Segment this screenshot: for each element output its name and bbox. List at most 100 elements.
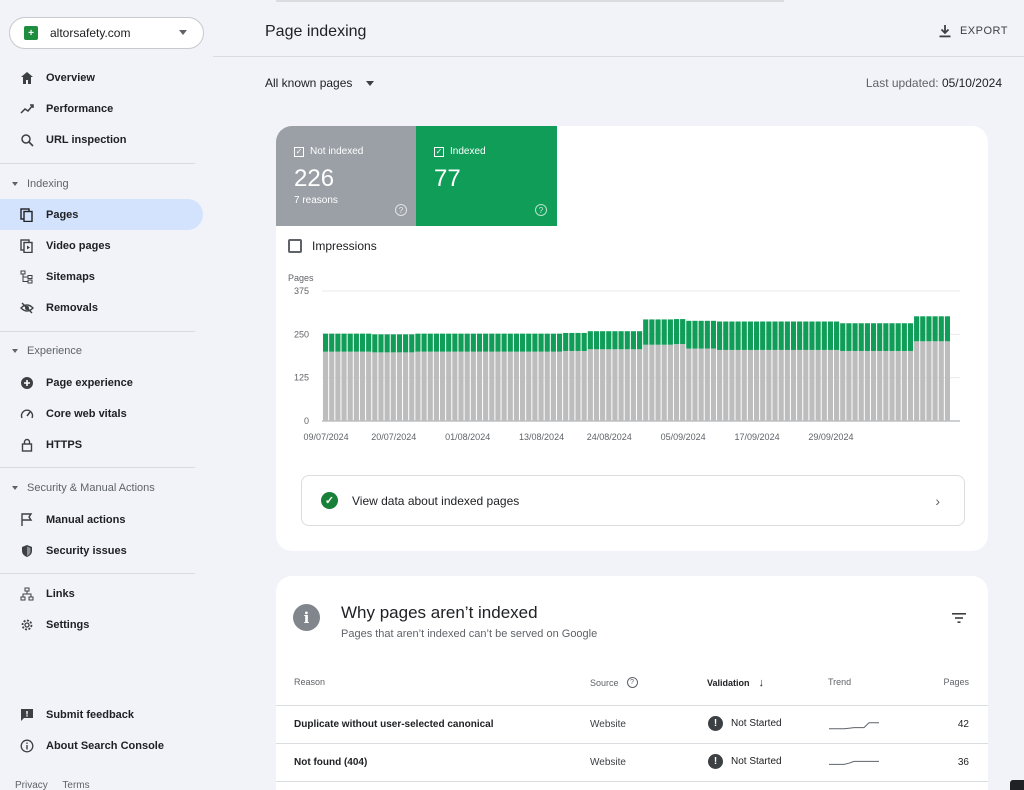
indexed-label: Indexed: [450, 146, 486, 157]
bar-not-indexed: [821, 349, 827, 421]
sidebar-item-label: Sitemaps: [46, 270, 95, 283]
pages-filter-dropdown[interactable]: All known pages: [265, 76, 375, 90]
validation-status: Not Started: [731, 756, 782, 767]
privacy-link[interactable]: Privacy: [15, 780, 48, 790]
bar-indexed: [920, 316, 926, 342]
sidebar-section-security[interactable]: Security & Manual Actions: [12, 482, 155, 494]
sidebar-section-experience[interactable]: Experience: [12, 345, 82, 357]
bar-not-indexed: [790, 349, 797, 421]
column-header-reason[interactable]: Reason: [294, 677, 325, 687]
sidebar-item-security-issues[interactable]: Security issues: [0, 535, 203, 566]
sidebar-item-links[interactable]: Links: [0, 578, 203, 609]
not-indexed-header: ✓ Not indexed: [294, 146, 363, 157]
bar-not-indexed: [341, 351, 347, 421]
section-title: Security & Manual Actions: [27, 482, 155, 494]
not-indexed-tile[interactable]: ✓ Not indexed 226 7 reasons ?: [276, 126, 417, 226]
bar-indexed: [698, 320, 704, 349]
corner-widget[interactable]: [1010, 780, 1024, 790]
sidebar-item-submit-feedback[interactable]: Submit feedback: [0, 699, 203, 730]
column-header-pages[interactable]: Pages: [943, 677, 969, 687]
sidebar-divider: [0, 331, 195, 332]
bar-indexed: [932, 316, 938, 342]
bar-indexed: [353, 333, 359, 352]
help-icon[interactable]: ?: [395, 204, 407, 216]
sidebar-item-url-inspection[interactable]: URL inspection: [0, 124, 203, 155]
bar-indexed: [895, 323, 901, 351]
terms-link[interactable]: Terms: [62, 780, 90, 790]
view-indexed-pages-link[interactable]: ✓ View data about indexed pages ›: [301, 475, 965, 526]
sidebar-section-indexing[interactable]: Indexing: [12, 178, 69, 190]
sidebar-item-video-pages[interactable]: Video pages: [0, 230, 203, 261]
table-row[interactable]: Not found (404) Website ! Not Started 36: [276, 743, 988, 781]
bar-indexed: [415, 333, 421, 352]
bar-indexed: [452, 333, 458, 352]
sidebar-item-settings[interactable]: Settings: [0, 609, 203, 640]
column-header-source[interactable]: Source?: [590, 677, 638, 688]
sidebar-item-sitemaps[interactable]: Sitemaps: [0, 261, 203, 292]
table-row[interactable]: Duplicate without user-selected canonica…: [276, 705, 988, 743]
not-indexed-label: Not indexed: [310, 146, 364, 157]
bar-indexed: [581, 332, 587, 351]
bar-not-indexed: [895, 350, 901, 421]
row-reason: Not found (404): [294, 757, 368, 768]
bar-indexed: [883, 323, 889, 351]
bar-indexed: [495, 333, 501, 352]
property-favicon-icon: +: [24, 26, 38, 40]
bar-not-indexed: [550, 351, 556, 421]
bar-indexed: [538, 333, 544, 352]
help-icon[interactable]: ?: [535, 204, 547, 216]
sidebar-item-about[interactable]: About Search Console: [0, 730, 203, 761]
sidebar-item-label: URL inspection: [46, 133, 127, 146]
bar-not-indexed: [766, 349, 772, 421]
bar-indexed: [741, 321, 747, 350]
bar-indexed: [889, 323, 895, 351]
bar-indexed: [384, 334, 390, 353]
bar-not-indexed: [815, 349, 821, 421]
sidebar-item-https[interactable]: HTTPS: [0, 429, 203, 460]
column-header-validation[interactable]: Validation ↓: [707, 677, 764, 689]
bar-not-indexed: [667, 344, 673, 421]
sidebar-item-page-experience[interactable]: Page experience: [0, 367, 203, 398]
bar-indexed: [901, 323, 907, 351]
sidebar-item-overview[interactable]: Overview: [0, 62, 203, 93]
lock-icon: [21, 438, 33, 452]
sidebar-item-performance[interactable]: Performance: [0, 93, 203, 124]
bar-not-indexed: [840, 350, 846, 421]
bar-indexed: [600, 331, 606, 350]
indexed-tile[interactable]: ✓ Indexed 77 ?: [416, 126, 557, 226]
sidebar-item-pages[interactable]: Pages: [0, 199, 203, 230]
impressions-toggle[interactable]: Impressions: [288, 239, 377, 253]
export-button[interactable]: EXPORT: [938, 24, 1008, 38]
chevron-down-icon: [179, 30, 187, 35]
bar-indexed: [396, 334, 403, 353]
bar-indexed: [938, 316, 944, 342]
bar-indexed: [914, 316, 920, 342]
row-source: Website: [590, 719, 626, 730]
bar-not-indexed: [809, 349, 815, 421]
bar-indexed: [735, 321, 741, 350]
exclamation-circle-icon: !: [708, 716, 723, 731]
sidebar-item-manual-actions[interactable]: Manual actions: [0, 504, 203, 535]
filter-icon[interactable]: [952, 612, 966, 624]
bar-not-indexed: [630, 349, 636, 421]
header-divider: [213, 56, 1024, 57]
sidebar-item-removals[interactable]: Removals: [0, 292, 203, 323]
column-header-trend: Trend: [828, 677, 851, 687]
bar-not-indexed: [803, 349, 809, 421]
column-label: Source: [590, 677, 619, 688]
property-name: altorsafety.com: [50, 26, 131, 40]
property-selector[interactable]: + altorsafety.com: [9, 17, 204, 49]
y-tick-label: 250: [294, 329, 309, 339]
eye-off-icon: [20, 302, 34, 314]
sidebar-item-core-web-vitals[interactable]: Core web vitals: [0, 398, 203, 429]
bar-indexed: [704, 320, 710, 349]
row-pages: 36: [957, 757, 969, 768]
help-icon[interactable]: ?: [626, 677, 638, 688]
bar-not-indexed: [563, 350, 569, 421]
last-updated-value: 05/10/2024: [941, 76, 1002, 90]
bar-indexed: [556, 333, 563, 352]
sitemap-icon: [20, 270, 33, 284]
bar-indexed: [476, 333, 483, 352]
caret-down-icon: [366, 80, 375, 86]
bar-indexed: [513, 333, 520, 352]
